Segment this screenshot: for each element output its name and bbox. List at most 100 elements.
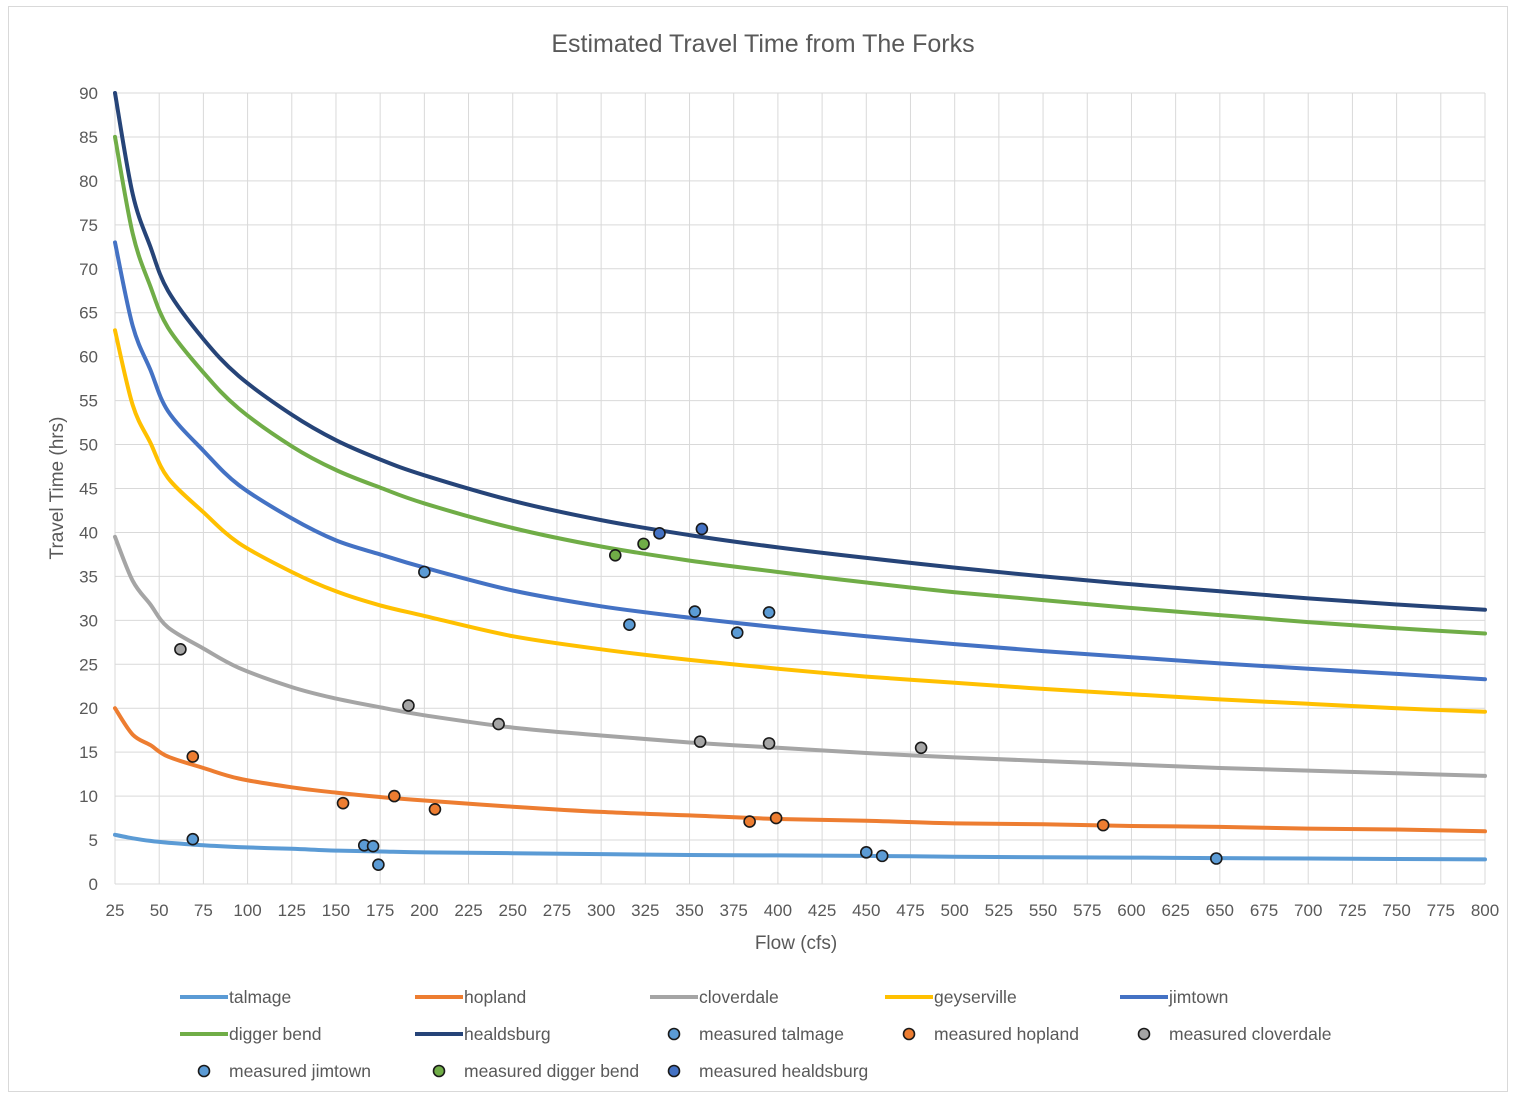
- x-tick-label: 250: [499, 901, 527, 920]
- series-line-jimtown: [113, 240, 1487, 682]
- measured-points: [174, 522, 1223, 871]
- x-tick-label: 675: [1250, 901, 1278, 920]
- x-tick-label: 275: [543, 901, 571, 920]
- point-measured-cloverdale: [914, 741, 928, 755]
- y-tick-label: 35: [79, 567, 98, 586]
- legend-label-measured-cloverdale: measured cloverdale: [1169, 1024, 1331, 1044]
- point-measured-cloverdale: [402, 699, 415, 712]
- y-tick-label: 70: [79, 260, 98, 279]
- point-measured-healdsburg: [695, 522, 709, 536]
- y-tick-label: 85: [79, 128, 98, 147]
- point-measured-talmage: [859, 846, 873, 859]
- x-tick-label: 100: [233, 901, 261, 920]
- legend-label-measured-healdsburg: measured healdsburg: [699, 1061, 868, 1081]
- point-measured-hopland: [186, 750, 200, 763]
- point-measured-cloverdale: [174, 643, 187, 656]
- legend-label-jimtown: jimtown: [1168, 987, 1228, 1007]
- y-tick-label: 60: [79, 348, 98, 367]
- x-tick-label: 150: [322, 901, 350, 920]
- x-tick-label: 525: [985, 901, 1013, 920]
- x-tick-label: 800: [1471, 901, 1499, 920]
- x-tick-label: 50: [150, 901, 169, 920]
- legend: talmage hopland cloverdale geyserville jimto…: [180, 987, 1331, 1081]
- legend-marker-measured-jimtown: [197, 1064, 211, 1078]
- x-tick-labels: 25 50 75 100 125 150 175 200 225 250 275 300 325 350 3…: [106, 901, 1500, 920]
- x-tick-label: 75: [194, 901, 213, 920]
- point-measured-hopland: [1096, 818, 1110, 832]
- point-measured-hopland: [428, 802, 442, 816]
- point-measured-jimtown: [762, 606, 776, 619]
- y-tick-label: 20: [79, 699, 98, 718]
- point-measured-digger-bend: [608, 548, 622, 562]
- x-tick-label: 775: [1427, 901, 1455, 920]
- chart-frame: [8, 6, 1508, 1092]
- gridlines: [114, 92, 1486, 885]
- point-measured-healdsburg: [653, 527, 666, 540]
- point-measured-digger-bend: [637, 537, 650, 551]
- legend-marker-measured-cloverdale: [1137, 1027, 1151, 1041]
- point-measured-hopland: [743, 815, 756, 828]
- x-tick-label: 575: [1073, 901, 1101, 920]
- point-measured-cloverdale: [762, 737, 776, 750]
- y-tick-label: 0: [89, 875, 98, 894]
- legend-label-hopland: hopland: [464, 987, 526, 1007]
- y-tick-label: 30: [79, 611, 98, 630]
- series-line-geyserville: [113, 328, 1487, 714]
- x-tick-label: 700: [1294, 901, 1322, 920]
- y-tick-label: 15: [79, 743, 98, 762]
- x-tick-label: 225: [454, 901, 482, 920]
- point-measured-jimtown: [688, 605, 702, 618]
- point-measured-cloverdale: [492, 717, 505, 731]
- series-line-healdsburg: [113, 91, 1487, 612]
- y-tick-label: 5: [89, 831, 98, 850]
- y-tick-label: 50: [79, 436, 98, 455]
- y-tick-label: 55: [79, 392, 98, 411]
- x-tick-label: 725: [1338, 901, 1366, 920]
- legend-marker-measured-digger-bend: [432, 1064, 446, 1078]
- legend-label-measured-hopland: measured hopland: [934, 1024, 1079, 1044]
- legend-label-healdsburg: healdsburg: [464, 1024, 551, 1044]
- x-tick-label: 300: [587, 901, 615, 920]
- legend-label-measured-jimtown: measured jimtown: [229, 1061, 371, 1081]
- x-tick-label: 25: [106, 901, 125, 920]
- series-line-digger-bend: [113, 134, 1487, 636]
- legend-marker-measured-healdsburg: [667, 1064, 681, 1078]
- chart-title: Estimated Travel Time from The Forks: [551, 30, 974, 58]
- x-tick-label: 450: [852, 901, 880, 920]
- x-tick-label: 475: [896, 901, 924, 920]
- x-tick-label: 400: [764, 901, 792, 920]
- legend-label-cloverdale: cloverdale: [699, 987, 779, 1007]
- x-axis-label: Flow (cfs): [755, 933, 837, 954]
- series-line-talmage: [113, 832, 1487, 862]
- y-tick-labels: 0 5 10 15 20 25 30 35 40 45 50 55 60 65 70 75 80 85 90: [79, 84, 98, 894]
- point-measured-jimtown: [730, 626, 744, 639]
- y-tick-label: 65: [79, 304, 98, 323]
- legend-marker-measured-talmage: [667, 1027, 681, 1041]
- x-tick-label: 600: [1117, 901, 1145, 920]
- legend-label-geyserville: geyserville: [934, 987, 1017, 1007]
- x-tick-label: 550: [1029, 901, 1057, 920]
- point-measured-jimtown: [623, 618, 636, 632]
- x-tick-label: 650: [1206, 901, 1234, 920]
- legend-label-digger-bend: digger bend: [229, 1024, 321, 1044]
- legend-label-measured-talmage: measured talmage: [699, 1024, 844, 1044]
- point-measured-cloverdale: [693, 735, 707, 748]
- y-tick-label: 40: [79, 523, 98, 542]
- y-tick-label: 75: [79, 216, 98, 235]
- point-measured-hopland: [769, 811, 783, 825]
- y-axis-label: Travel Time (hrs): [47, 417, 68, 560]
- x-tick-label: 350: [675, 901, 703, 920]
- point-measured-talmage: [1210, 852, 1223, 865]
- x-tick-label: 175: [366, 901, 394, 920]
- x-tick-label: 500: [940, 901, 968, 920]
- x-tick-label: 625: [1161, 901, 1189, 920]
- x-tick-label: 375: [720, 901, 748, 920]
- series-lines: [113, 91, 1487, 862]
- point-measured-jimtown: [418, 565, 431, 579]
- point-measured-hopland: [336, 796, 350, 810]
- x-tick-label: 125: [278, 901, 306, 920]
- x-tick-label: 750: [1382, 901, 1410, 920]
- point-measured-hopland: [388, 789, 401, 803]
- point-measured-talmage: [186, 832, 200, 846]
